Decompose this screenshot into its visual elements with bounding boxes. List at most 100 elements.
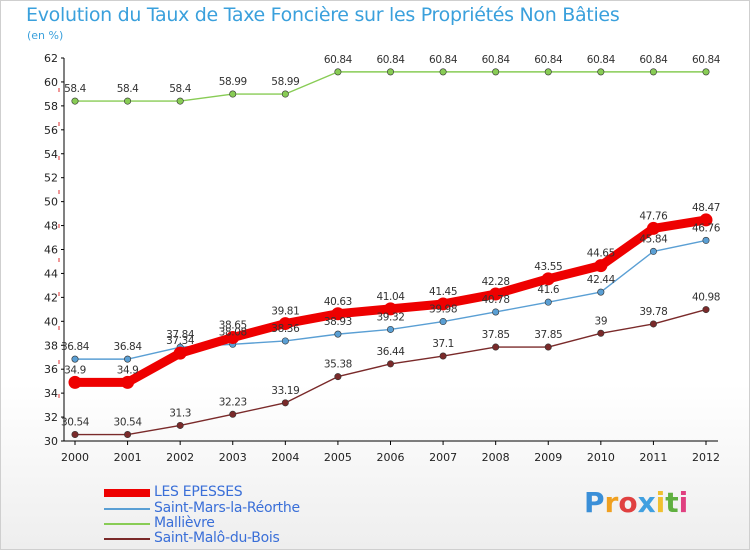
data-label: 30.54 [114, 417, 143, 429]
data-label: 39.81 [271, 306, 299, 318]
x-tick-label: 2012 [692, 451, 720, 464]
data-point [646, 221, 660, 235]
logo-letter: i [655, 486, 666, 519]
chart-unit: (en %) [27, 29, 64, 42]
data-point [334, 330, 342, 338]
data-label: 39.32 [376, 311, 404, 323]
data-label: 32.23 [219, 396, 247, 408]
data-label: 58.99 [219, 76, 247, 88]
x-tick-label: 2005 [324, 451, 352, 464]
data-label: 38.93 [324, 316, 352, 328]
data-point [71, 355, 79, 363]
data-point [439, 68, 447, 76]
data-label: 33.19 [271, 385, 299, 397]
data-point [173, 346, 187, 360]
x-tick-label: 2001 [114, 451, 142, 464]
data-label: 37.34 [166, 335, 195, 347]
data-point [386, 360, 394, 368]
logo-letter: P [584, 486, 605, 519]
data-point [229, 90, 237, 98]
data-label: 60.84 [429, 54, 458, 66]
data-label: 41.04 [376, 291, 405, 303]
data-point [597, 68, 605, 76]
data-point [229, 410, 237, 418]
data-label: 48.47 [692, 202, 720, 214]
y-tick-label: 62 [44, 52, 58, 65]
data-point [124, 431, 132, 439]
data-point [597, 288, 605, 296]
data-point [176, 97, 184, 105]
data-point [702, 306, 710, 314]
x-tick-label: 2004 [271, 451, 299, 464]
data-point [544, 68, 552, 76]
logo-letter: i [678, 486, 689, 519]
data-point [71, 97, 79, 105]
x-tick-label: 2006 [377, 451, 405, 464]
data-point [281, 337, 289, 345]
data-point [439, 318, 447, 326]
y-tick-label: 42 [44, 291, 58, 304]
data-point [649, 68, 657, 76]
y-tick-label: 40 [44, 315, 58, 328]
data-label: 60.84 [587, 54, 616, 66]
data-point [649, 320, 657, 328]
data-label: 58.4 [169, 83, 191, 95]
legend-label: Saint-Mars-la-Réorthe [154, 500, 300, 516]
data-point [594, 259, 608, 273]
legend-swatch [104, 489, 150, 497]
data-point [492, 308, 500, 316]
data-point [492, 68, 500, 76]
data-point [124, 97, 132, 105]
data-label: 36.84 [114, 341, 143, 353]
data-label: 60.84 [534, 54, 563, 66]
data-label: 38.08 [219, 326, 247, 338]
y-tick-label: 50 [44, 196, 58, 209]
x-tick-label: 2009 [534, 451, 562, 464]
data-label: 34.9 [117, 364, 139, 376]
proxiti-logo: Proxiti [584, 486, 688, 519]
data-point [436, 297, 450, 311]
data-point [699, 213, 713, 227]
logo-letter: x [637, 486, 656, 519]
data-label: 39.78 [639, 306, 667, 318]
data-label: 40.63 [324, 296, 352, 308]
y-tick-label: 36 [44, 363, 58, 376]
data-point [597, 329, 605, 337]
data-label: 37.85 [482, 329, 510, 341]
data-label: 34.9 [64, 364, 86, 376]
data-label: 60.84 [482, 54, 511, 66]
data-label: 42.44 [587, 274, 616, 286]
data-label: 46.76 [692, 222, 721, 234]
x-tick-label: 2011 [639, 451, 667, 464]
data-point [281, 399, 289, 407]
data-point [702, 68, 710, 76]
y-tick-label: 44 [44, 267, 58, 280]
legend-label: Mallièvre [154, 515, 215, 531]
y-tick-label: 34 [44, 387, 58, 400]
data-point [439, 352, 447, 360]
y-tick-label: 30 [44, 435, 58, 448]
x-tick-label: 2000 [61, 451, 89, 464]
data-label: 58.99 [271, 76, 299, 88]
data-label: 42.28 [482, 276, 510, 288]
y-tick-label: 48 [44, 220, 58, 233]
data-label: 45.84 [639, 233, 668, 245]
data-label: 35.38 [324, 359, 352, 371]
data-point [281, 90, 289, 98]
data-point [702, 236, 710, 244]
data-point [492, 343, 500, 351]
legend-swatch [104, 523, 150, 525]
x-tick-label: 2007 [429, 451, 457, 464]
data-label: 41.6 [537, 284, 559, 296]
data-label: 38.65 [219, 319, 247, 331]
data-point [384, 302, 397, 316]
legend-swatch [104, 508, 150, 510]
data-label: 30.54 [61, 417, 90, 429]
data-point [71, 431, 79, 439]
y-tick-label: 38 [44, 339, 58, 352]
data-label: 37.1 [432, 338, 454, 350]
data-label: 31.3 [169, 407, 191, 419]
data-label: 37.84 [166, 329, 195, 341]
data-point [176, 421, 184, 429]
